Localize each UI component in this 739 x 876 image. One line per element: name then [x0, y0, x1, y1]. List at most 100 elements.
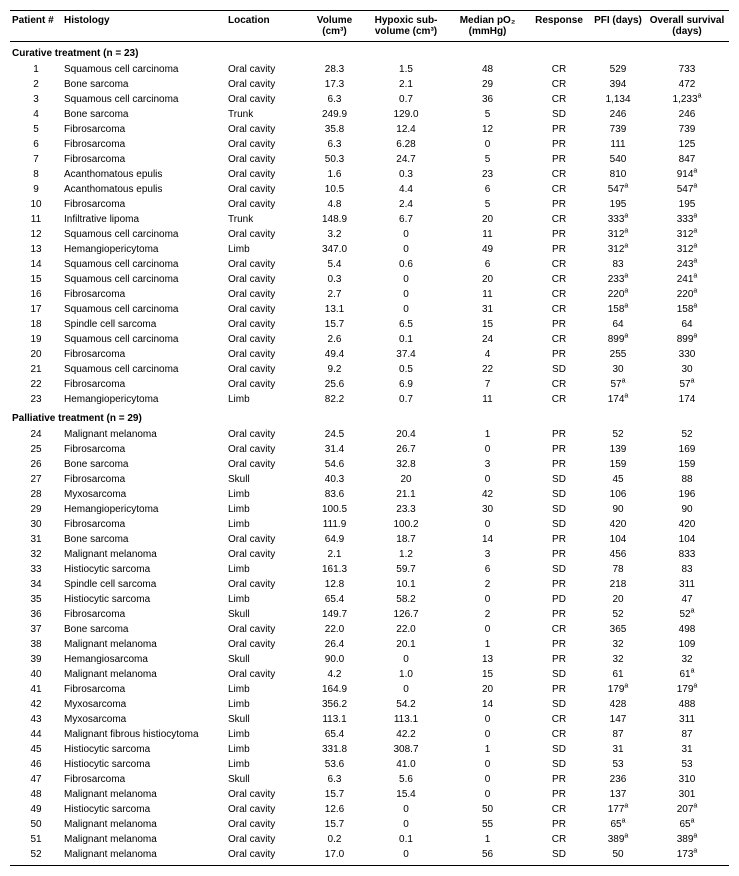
- cell-po2: 50: [448, 802, 527, 817]
- cell-location: Oral cavity: [226, 182, 305, 197]
- cell-histology: Squamous cell carcinoma: [62, 362, 226, 377]
- cell-response: PR: [527, 532, 591, 547]
- cell-location: Limb: [226, 517, 305, 532]
- cell-response: PR: [527, 817, 591, 832]
- cell-os: 488: [645, 697, 729, 712]
- cell-pfi: 420: [591, 517, 645, 532]
- table-row: 42MyxosarcomaLimb356.254.214SD428488: [10, 697, 729, 712]
- cell-pfi: 20: [591, 592, 645, 607]
- cell-os: 241a: [645, 272, 729, 287]
- cell-po2: 2: [448, 577, 527, 592]
- cell-pfi: 52: [591, 607, 645, 622]
- cell-response: CR: [527, 257, 591, 272]
- cell-po2: 0: [448, 622, 527, 637]
- table-row: 30FibrosarcomaLimb111.9100.20SD420420: [10, 517, 729, 532]
- cell-os: 312a: [645, 227, 729, 242]
- cell-po2: 5: [448, 152, 527, 167]
- cell-response: CR: [527, 212, 591, 227]
- cell-histology: Histiocytic sarcoma: [62, 757, 226, 772]
- cell-volume: 249.9: [305, 107, 364, 122]
- cell-po2: 0: [448, 727, 527, 742]
- cell-histology: Bone sarcoma: [62, 107, 226, 122]
- header-hypoxic: Hypoxic sub-volume (cm³): [364, 11, 448, 42]
- cell-hypoxic: 24.7: [364, 152, 448, 167]
- table-row: 10FibrosarcomaOral cavity4.82.45PR195195: [10, 197, 729, 212]
- cell-location: Oral cavity: [226, 257, 305, 272]
- table-row: 46Histiocytic sarcomaLimb53.641.00SD5353: [10, 757, 729, 772]
- cell-response: SD: [527, 517, 591, 532]
- cell-hypoxic: 0: [364, 682, 448, 697]
- cell-os: 30: [645, 362, 729, 377]
- cell-response: SD: [527, 847, 591, 865]
- cell-patient: 31: [10, 532, 62, 547]
- cell-pfi: 333a: [591, 212, 645, 227]
- cell-pfi: 540: [591, 152, 645, 167]
- cell-hypoxic: 41.0: [364, 757, 448, 772]
- cell-patient: 4: [10, 107, 62, 122]
- cell-location: Oral cavity: [226, 167, 305, 182]
- cell-os: 83: [645, 562, 729, 577]
- cell-location: Oral cavity: [226, 227, 305, 242]
- cell-hypoxic: 0.1: [364, 332, 448, 347]
- cell-response: SD: [527, 742, 591, 757]
- cell-pfi: 739: [591, 122, 645, 137]
- cell-hypoxic: 32.8: [364, 457, 448, 472]
- cell-hypoxic: 0.7: [364, 392, 448, 407]
- cell-location: Oral cavity: [226, 92, 305, 107]
- cell-hypoxic: 26.7: [364, 442, 448, 457]
- cell-volume: 82.2: [305, 392, 364, 407]
- cell-po2: 11: [448, 287, 527, 302]
- table-row: 23HemangiopericytomaLimb82.20.711CR174a1…: [10, 392, 729, 407]
- cell-os: 246: [645, 107, 729, 122]
- cell-volume: 28.3: [305, 62, 364, 77]
- cell-histology: Malignant melanoma: [62, 667, 226, 682]
- cell-patient: 44: [10, 727, 62, 742]
- cell-po2: 14: [448, 697, 527, 712]
- cell-po2: 13: [448, 652, 527, 667]
- cell-os: 547a: [645, 182, 729, 197]
- cell-location: Oral cavity: [226, 377, 305, 392]
- cell-po2: 14: [448, 532, 527, 547]
- cell-po2: 6: [448, 562, 527, 577]
- cell-response: PR: [527, 637, 591, 652]
- cell-patient: 21: [10, 362, 62, 377]
- table-row: 1Squamous cell carcinomaOral cavity28.31…: [10, 62, 729, 77]
- cell-hypoxic: 54.2: [364, 697, 448, 712]
- cell-os: 88: [645, 472, 729, 487]
- table-row: 36FibrosarcomaSkull149.7126.72PR5252a: [10, 607, 729, 622]
- cell-pfi: 104: [591, 532, 645, 547]
- cell-hypoxic: 0: [364, 272, 448, 287]
- cell-histology: Fibrosarcoma: [62, 682, 226, 697]
- table-row: 31Bone sarcomaOral cavity64.918.714PR104…: [10, 532, 729, 547]
- table-row: 45Histiocytic sarcomaLimb331.8308.71SD31…: [10, 742, 729, 757]
- cell-hypoxic: 1.5: [364, 62, 448, 77]
- cell-location: Limb: [226, 757, 305, 772]
- cell-histology: Malignant melanoma: [62, 832, 226, 847]
- cell-hypoxic: 0.3: [364, 167, 448, 182]
- cell-histology: Malignant fibrous histiocytoma: [62, 727, 226, 742]
- cell-po2: 3: [448, 547, 527, 562]
- cell-location: Limb: [226, 697, 305, 712]
- cell-hypoxic: 18.7: [364, 532, 448, 547]
- cell-histology: Malignant melanoma: [62, 817, 226, 832]
- table-row: 29HemangiopericytomaLimb100.523.330SD909…: [10, 502, 729, 517]
- table-row: 5FibrosarcomaOral cavity35.812.412PR7397…: [10, 122, 729, 137]
- cell-pfi: 78: [591, 562, 645, 577]
- cell-hypoxic: 23.3: [364, 502, 448, 517]
- cell-os: 220a: [645, 287, 729, 302]
- cell-hypoxic: 22.0: [364, 622, 448, 637]
- table-row: 47FibrosarcomaSkull6.35.60PR236310: [10, 772, 729, 787]
- cell-histology: Acanthomatous epulis: [62, 182, 226, 197]
- cell-po2: 0: [448, 137, 527, 152]
- cell-hypoxic: 4.4: [364, 182, 448, 197]
- cell-patient: 50: [10, 817, 62, 832]
- cell-histology: Squamous cell carcinoma: [62, 272, 226, 287]
- cell-patient: 38: [10, 637, 62, 652]
- cell-os: 159: [645, 457, 729, 472]
- cell-pfi: 312a: [591, 227, 645, 242]
- cell-volume: 9.2: [305, 362, 364, 377]
- cell-location: Oral cavity: [226, 137, 305, 152]
- cell-response: CR: [527, 77, 591, 92]
- cell-hypoxic: 20: [364, 472, 448, 487]
- cell-histology: Histiocytic sarcoma: [62, 802, 226, 817]
